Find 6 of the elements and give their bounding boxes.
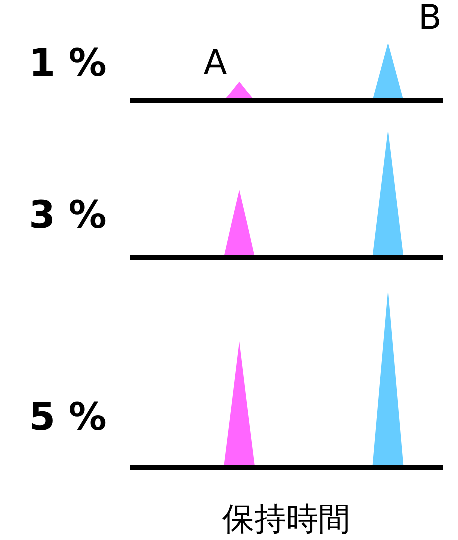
x-axis-title: 保持時間: [222, 500, 350, 538]
series-label: A: [204, 42, 228, 83]
y-axis-title: 5 %: [29, 395, 107, 439]
series-label: B: [418, 0, 442, 38]
y-axis-title: 1 %: [29, 41, 107, 85]
y-axis-title: 3 %: [29, 193, 107, 237]
